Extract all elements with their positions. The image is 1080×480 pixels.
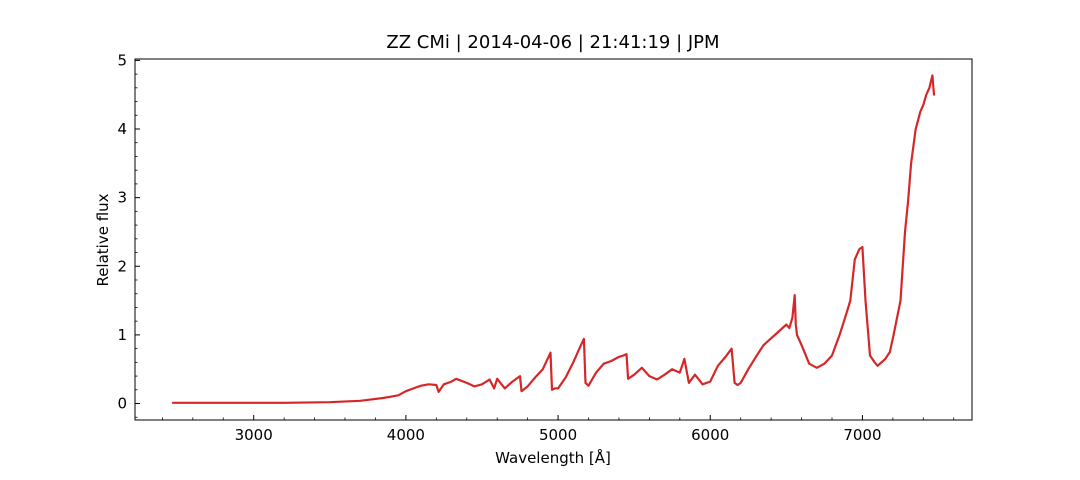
y-tick-label: 5 xyxy=(117,51,127,69)
x-tick-label: 4000 xyxy=(387,426,425,444)
y-tick-label: 1 xyxy=(117,326,127,344)
y-axis-label: Relative flux xyxy=(94,193,112,286)
y-tick-label: 4 xyxy=(117,120,127,138)
axis-ticks: 3000 4000 5000 6000 7000 0 1 2 3 4 5 xyxy=(117,51,955,444)
y-tick-label: 3 xyxy=(117,189,127,207)
spectrum-line xyxy=(171,74,936,404)
x-axis-label: Wavelength [Å] xyxy=(495,448,611,467)
chart-title: ZZ CMi | 2014-04-06 | 21:41:19 | JPM xyxy=(386,32,719,53)
plot-data xyxy=(171,74,936,404)
y-tick-label: 2 xyxy=(117,257,127,275)
x-tick-label: 6000 xyxy=(691,426,729,444)
x-tick-label: 7000 xyxy=(843,426,881,444)
y-tick-label: 0 xyxy=(117,395,127,413)
x-tick-label: 3000 xyxy=(235,426,273,444)
x-tick-label: 5000 xyxy=(539,426,577,444)
plot-frame xyxy=(134,58,973,421)
